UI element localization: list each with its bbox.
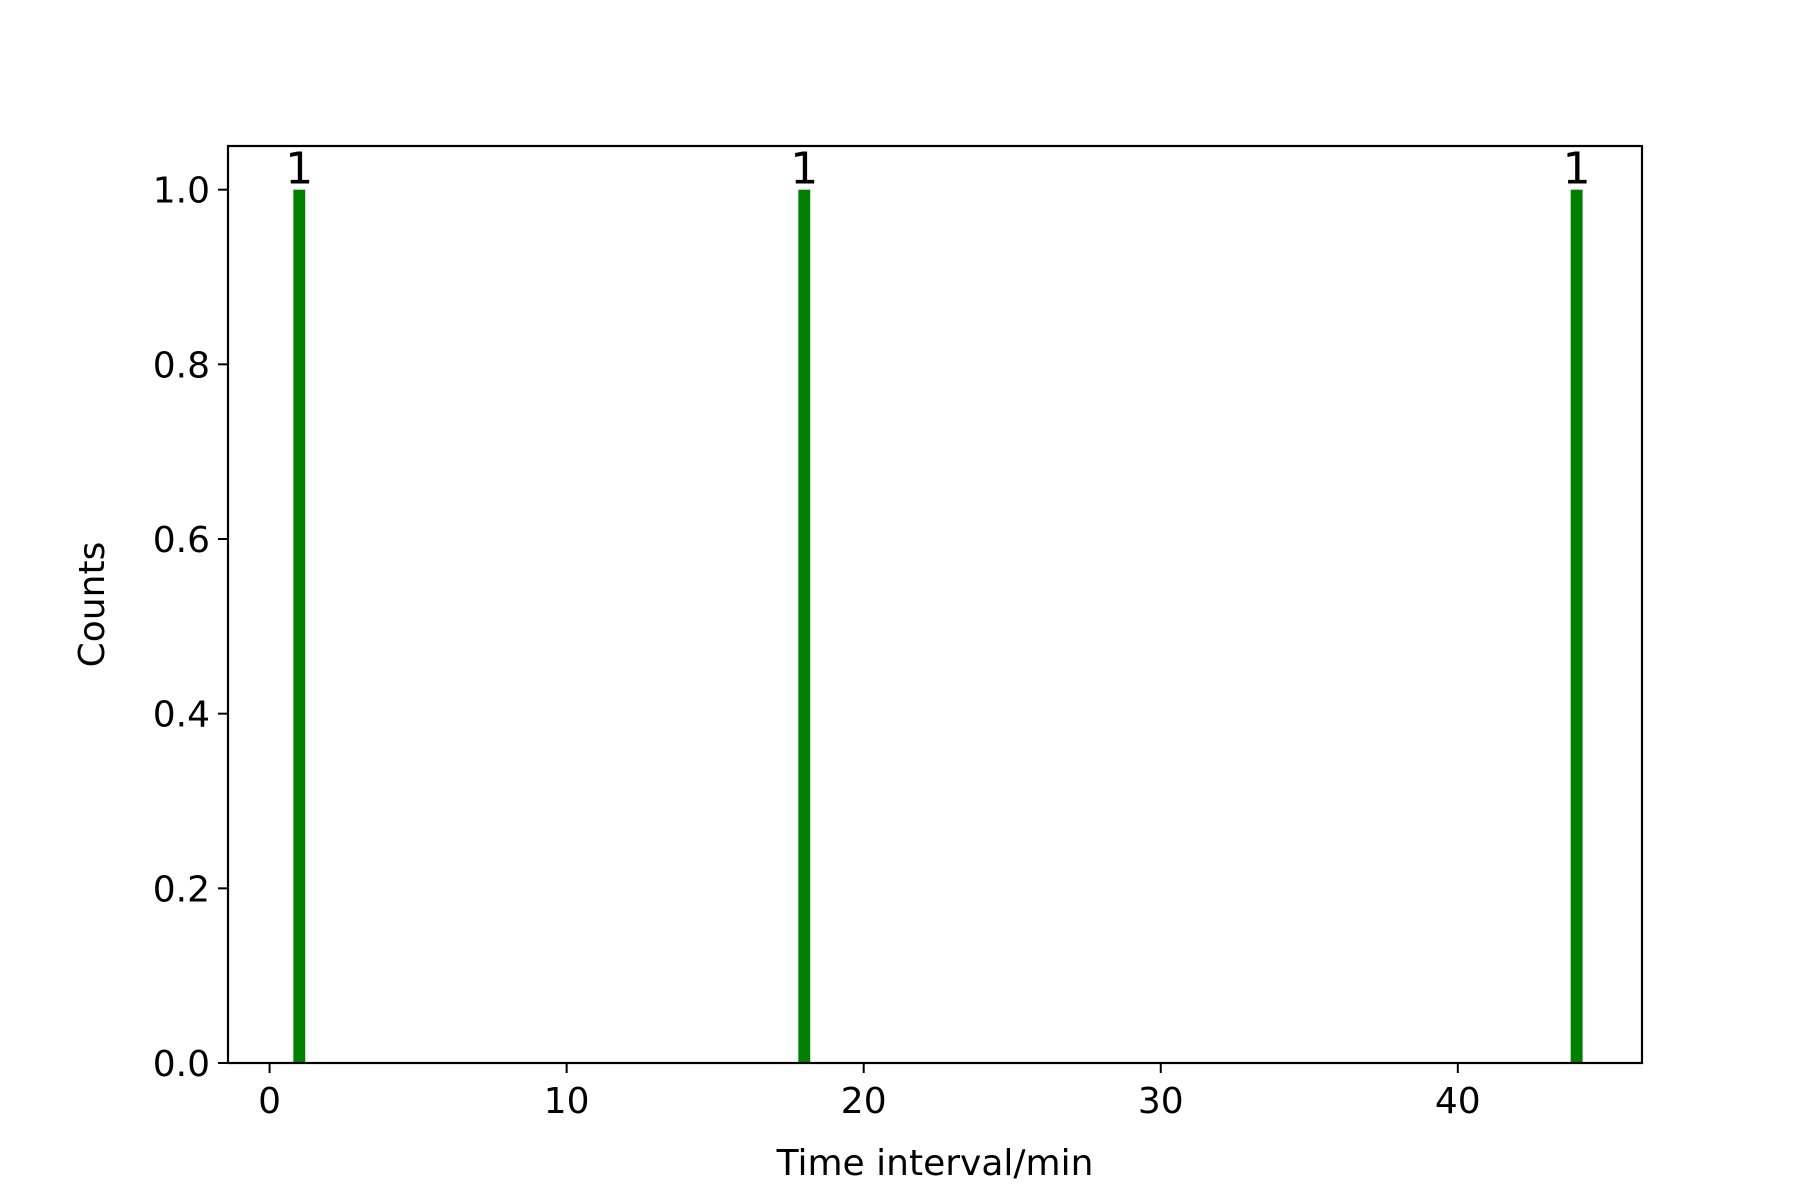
x-axis: 0 10 20 30 40 — [258, 1063, 1481, 1122]
bar-data-label: 1 — [1563, 144, 1591, 195]
y-tick-label: 0.6 — [153, 520, 210, 561]
bar — [798, 189, 811, 1063]
bar — [1570, 189, 1583, 1063]
x-tick-label: 0 — [258, 1081, 281, 1122]
x-tick-label: 20 — [841, 1081, 887, 1122]
y-tick-label: 0.4 — [153, 695, 210, 736]
y-tick-label: 0.8 — [153, 345, 210, 386]
y-tick-label: 0.2 — [153, 869, 210, 910]
x-tick-label: 40 — [1435, 1081, 1481, 1122]
bar-data-label: 1 — [285, 144, 313, 195]
bar — [293, 189, 306, 1063]
y-tick-label: 0.0 — [153, 1044, 210, 1085]
y-axis-label: Counts — [72, 542, 113, 668]
x-tick-label: 10 — [544, 1081, 590, 1122]
y-tick-label: 1.0 — [153, 171, 210, 212]
data-labels-layer: 1 1 1 — [285, 144, 1590, 195]
bars-layer — [293, 189, 1583, 1063]
x-tick-label: 30 — [1138, 1081, 1184, 1122]
x-axis-label: Time interval/min — [776, 1143, 1094, 1184]
y-axis: 0.0 0.2 0.4 0.6 0.8 1.0 — [153, 171, 228, 1085]
bar-data-label: 1 — [790, 144, 818, 195]
plot-frame — [226, 144, 1644, 1065]
